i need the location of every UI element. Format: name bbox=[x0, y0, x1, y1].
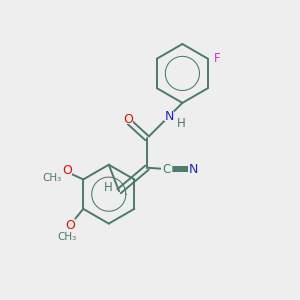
Text: H: H bbox=[177, 117, 186, 130]
FancyBboxPatch shape bbox=[188, 165, 199, 174]
Text: C: C bbox=[163, 163, 171, 176]
Text: N: N bbox=[164, 110, 174, 123]
FancyBboxPatch shape bbox=[161, 165, 172, 174]
FancyBboxPatch shape bbox=[65, 221, 75, 230]
Text: O: O bbox=[62, 164, 72, 177]
Text: CH₃: CH₃ bbox=[58, 232, 77, 242]
Text: N: N bbox=[189, 163, 198, 176]
FancyBboxPatch shape bbox=[123, 115, 133, 124]
Text: CH₃: CH₃ bbox=[42, 173, 62, 183]
FancyBboxPatch shape bbox=[62, 166, 72, 175]
FancyBboxPatch shape bbox=[212, 54, 223, 63]
Text: H: H bbox=[103, 181, 112, 194]
FancyBboxPatch shape bbox=[164, 111, 174, 122]
Text: O: O bbox=[123, 113, 133, 126]
Text: O: O bbox=[65, 219, 75, 232]
Text: F: F bbox=[214, 52, 220, 65]
